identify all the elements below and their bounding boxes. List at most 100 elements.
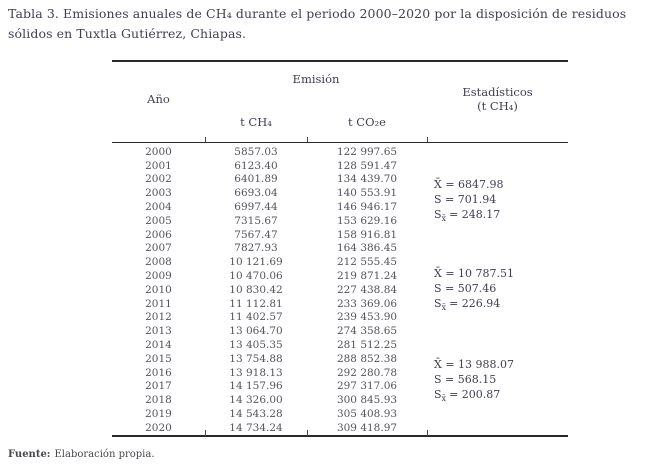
co2e-cell: 239 453.90	[336, 311, 398, 324]
table-row: 2018 14 326.00 300 845.93	[112, 393, 568, 407]
table-row: 2008 10 121.69 212 555.45	[112, 255, 568, 269]
column-divider-tick	[307, 137, 308, 143]
ch4-cell: 13 064.70	[229, 325, 283, 338]
year-cell: 2012	[145, 311, 172, 324]
ch4-cell: 10 121.69	[229, 256, 283, 269]
table-row: 2007 7827.93 164 386.45	[112, 242, 568, 256]
header-t-co2e: t CO₂e	[348, 115, 386, 129]
table-row: 2017 14 157.96 297 317.06	[112, 380, 568, 394]
stats-stderr-symbol: S	[434, 297, 442, 310]
column-divider-tick	[205, 137, 206, 143]
year-cell: 2014	[145, 339, 172, 352]
stats-mean: X̄ = 6847.98	[434, 178, 504, 191]
table-row: 2003 6693.04 140 553.91	[112, 186, 568, 200]
stats-stderr: Sx̄ = 226.94	[434, 296, 514, 315]
year-cell: 2020	[145, 421, 172, 434]
table-row: 2002 6401.89 134 439.70	[112, 173, 568, 187]
column-divider-tick	[307, 430, 308, 436]
stats-stderr-subscript: x̄	[441, 394, 447, 404]
ch4-cell: 6997.44	[234, 201, 278, 214]
table-row: 2004 6997.44 146 946.17	[112, 200, 568, 214]
year-cell: 2010	[145, 283, 172, 296]
table-row: 2009 10 470.06 219 871.24	[112, 269, 568, 283]
table-caption: Tabla 3. Emisiones anuales de CH₄ durant…	[8, 6, 627, 41]
stats-stddev: S = 701.94	[434, 193, 497, 206]
ch4-cell: 14 734.24	[229, 421, 283, 434]
stats-stderr: Sx̄ = 200.87	[434, 387, 514, 406]
column-divider-tick	[205, 430, 206, 436]
co2e-cell: 140 553.91	[336, 187, 398, 200]
co2e-cell: 309 418.97	[336, 421, 398, 434]
header-statistics-line2: (t CH₄)	[477, 99, 518, 113]
co2e-cell: 128 591.47	[336, 159, 398, 172]
table-row: 2011 11 112.81 233 369.06	[112, 297, 568, 311]
stats-stddev: S = 507.46	[434, 282, 497, 295]
year-cell: 2009	[145, 270, 172, 283]
stats-mean: X̄ = 13 988.07	[434, 358, 515, 371]
ch4-cell: 6693.04	[234, 187, 278, 200]
table-top-rule	[112, 60, 568, 62]
ch4-cell: 13 918.13	[229, 366, 283, 379]
stats-stderr: Sx̄ = 248.17	[434, 207, 504, 226]
ch4-cell: 10 830.42	[229, 283, 283, 296]
year-cell: 2001	[145, 159, 172, 172]
header-statistics-line1: Estadísticos	[462, 85, 533, 99]
table-row: 2006 7567.47 158 916.81	[112, 228, 568, 242]
ch4-cell: 14 157.96	[229, 380, 283, 393]
year-cell: 2007	[145, 242, 172, 255]
year-cell: 2018	[145, 394, 172, 407]
year-cell: 2008	[145, 256, 172, 269]
co2e-cell: 153 629.16	[336, 214, 398, 227]
year-cell: 2005	[145, 214, 172, 227]
column-divider-tick	[427, 430, 428, 436]
ch4-cell: 14 543.28	[229, 408, 283, 421]
source-label: Fuente:	[8, 449, 51, 460]
stats-stderr-symbol: S	[434, 208, 442, 221]
ch4-cell: 7567.47	[234, 228, 278, 241]
table-row: 2013 13 064.70 274 358.65	[112, 324, 568, 338]
year-cell: 2017	[145, 380, 172, 393]
table-row: 2016 13 918.13 292 280.78	[112, 366, 568, 380]
year-cell: 2004	[145, 201, 172, 214]
ch4-cell: 13 754.88	[229, 352, 283, 365]
ch4-cell: 6123.40	[234, 159, 278, 172]
ch4-cell: 10 470.06	[229, 270, 283, 283]
year-cell: 2002	[145, 173, 172, 186]
ch4-cell: 5857.03	[234, 145, 278, 158]
table-bottom-rule	[112, 435, 568, 437]
header-t-ch4: t CH₄	[240, 115, 272, 129]
year-cell: 2016	[145, 366, 172, 379]
stats-mean: X̄ = 10 787.51	[434, 267, 515, 280]
table-row: 2019 14 543.28 305 408.93	[112, 407, 568, 421]
co2e-cell: 300 845.93	[336, 394, 398, 407]
ch4-cell: 13 405.35	[229, 339, 283, 352]
co2e-cell: 274 358.65	[336, 325, 398, 338]
stats-block-2007-2013: X̄ = 10 787.51 S = 507.46 Sx̄ = 226.94	[434, 266, 514, 315]
year-cell: 2019	[145, 408, 172, 421]
year-cell: 2006	[145, 228, 172, 241]
co2e-cell: 227 438.84	[336, 283, 398, 296]
co2e-cell: 281 512.25	[336, 339, 398, 352]
ch4-cell: 11 402.57	[229, 311, 283, 324]
stats-stderr-value: = 248.17	[449, 208, 501, 221]
co2e-cell: 288 852.38	[336, 352, 398, 365]
ch4-cell: 14 326.00	[229, 394, 283, 407]
year-cell: 2003	[145, 187, 172, 200]
co2e-cell: 233 369.06	[336, 297, 398, 310]
table-row: 2015 13 754.88 288 852.38	[112, 352, 568, 366]
stats-block-2000-2006: X̄ = 6847.98 S = 701.94 Sx̄ = 248.17	[434, 177, 504, 226]
source-text: Elaboración propia.	[54, 449, 155, 460]
table-row: 2012 11 402.57 239 453.90	[112, 311, 568, 325]
ch4-cell: 7827.93	[234, 242, 278, 255]
ch4-cell: 7315.67	[234, 214, 278, 227]
stats-block-2014-2020: X̄ = 13 988.07 S = 568.15 Sx̄ = 200.87	[434, 357, 514, 406]
header-statistics: Estadísticos (t CH₄)	[427, 85, 568, 113]
year-cell: 2013	[145, 325, 172, 338]
co2e-cell: 305 408.93	[336, 408, 398, 421]
co2e-cell: 146 946.17	[336, 201, 398, 214]
table-row: 2020 14 734.24 309 418.97	[112, 421, 568, 435]
stats-stderr-subscript: x̄	[441, 214, 447, 224]
stats-stderr-subscript: x̄	[441, 303, 447, 313]
table-row: 2010 10 830.42 227 438.84	[112, 283, 568, 297]
